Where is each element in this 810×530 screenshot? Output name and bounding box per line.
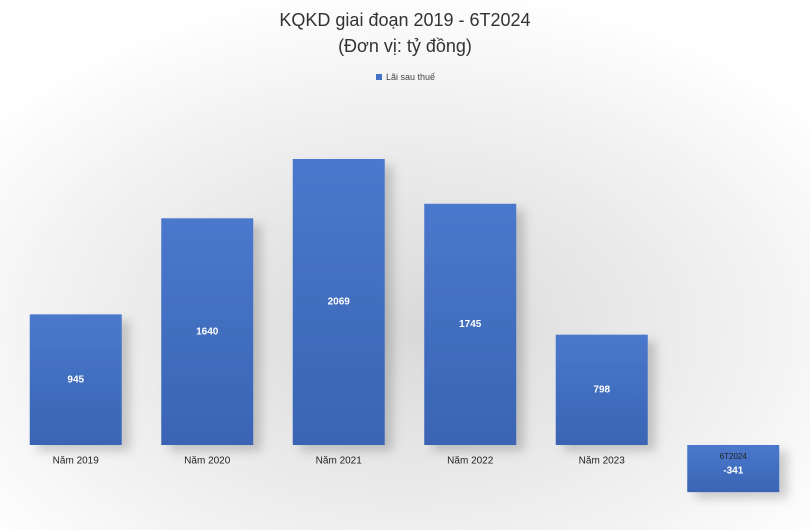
x-tick-label: Năm 2021 <box>316 456 363 467</box>
bar <box>161 218 254 445</box>
chart-subtitle: (Đơn vị: tỷ đồng) <box>338 36 472 56</box>
data-label: 2069 <box>328 297 351 308</box>
legend-swatch <box>376 74 382 80</box>
x-tick-label: Năm 2020 <box>184 456 231 467</box>
data-label: 798 <box>593 384 610 395</box>
legend-label: Lãi sau thuế <box>386 72 435 82</box>
bar <box>687 445 780 493</box>
bar <box>292 159 385 445</box>
x-tick-label: Năm 2023 <box>579 456 626 467</box>
legend: Lãi sau thuế <box>376 72 435 82</box>
bar <box>424 203 517 445</box>
data-label: -341 <box>723 466 743 477</box>
x-tick-label: Năm 2022 <box>447 456 494 467</box>
data-label: 1745 <box>459 319 482 330</box>
bar <box>555 334 648 445</box>
data-label: 1640 <box>196 326 219 337</box>
data-label: 945 <box>67 374 84 385</box>
x-tick-label: 6T2024 <box>720 452 748 461</box>
x-tick-label: Năm 2019 <box>53 456 100 467</box>
bar <box>29 314 122 445</box>
chart-title: KQKD giai đoạn 2019 - 6T2024 <box>279 10 530 30</box>
